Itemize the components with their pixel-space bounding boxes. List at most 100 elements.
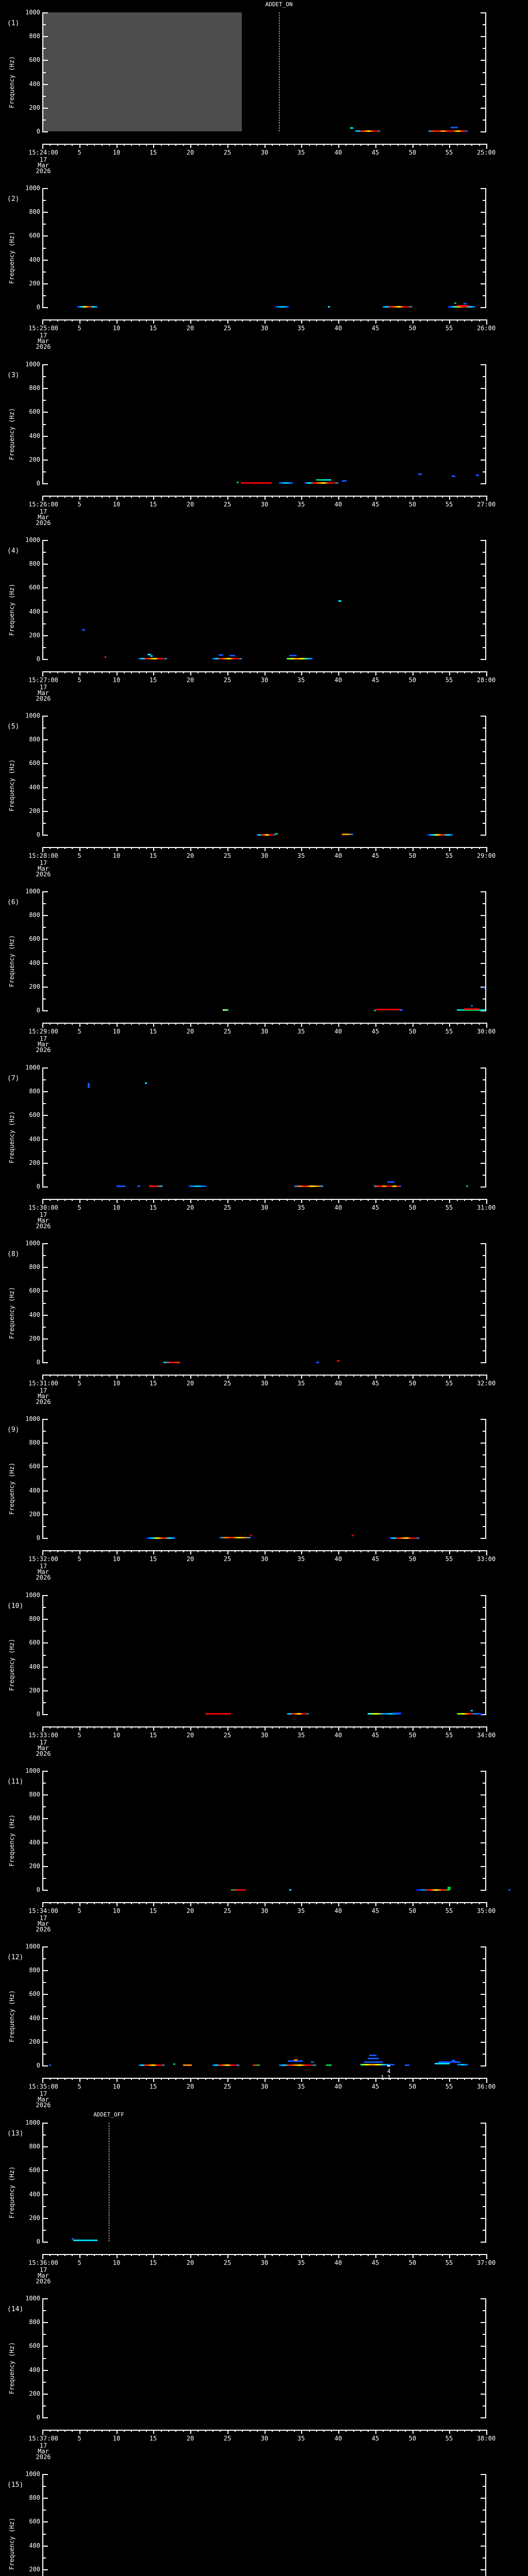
x-tick	[420, 1023, 421, 1025]
y-axis-left	[42, 364, 43, 484]
date-line: Mar	[38, 337, 49, 345]
x-tick-label: 45	[371, 1907, 380, 1914]
x-tick	[153, 1023, 154, 1027]
y-tick	[43, 727, 46, 728]
y-tick	[43, 2146, 48, 2147]
x-tick-label: 15	[149, 1380, 157, 1387]
x-tick	[345, 847, 346, 849]
x-tick	[265, 847, 266, 851]
x-tick	[353, 1023, 354, 1025]
x-start-label: 15:26:00	[28, 501, 58, 508]
x-tick	[323, 319, 324, 321]
y-tick	[43, 436, 48, 437]
y-tick	[483, 2358, 485, 2359]
x-tick	[94, 1375, 95, 1377]
x-tick	[442, 1550, 443, 1552]
signal-mark	[375, 1009, 401, 1010]
x-tick-label: 50	[408, 2435, 417, 2442]
x-tick	[227, 2254, 228, 2258]
y-tick	[483, 823, 485, 824]
date-line: 2026	[36, 519, 51, 527]
x-tick	[227, 1199, 228, 1203]
y-tick	[43, 12, 48, 13]
y-tick	[43, 1479, 46, 1480]
x-tick	[368, 2254, 369, 2256]
signal-mark	[82, 629, 85, 631]
x-tick-label: 20	[186, 149, 194, 156]
panel-index-label: (8)	[7, 1250, 20, 1258]
x-tick-label: 45	[371, 501, 380, 508]
y-tick	[483, 1526, 485, 1527]
y-tick	[481, 564, 485, 565]
x-tick	[353, 671, 354, 673]
x-tick	[412, 1199, 414, 1203]
y-tick-label: 200	[29, 104, 40, 111]
x-tick	[102, 1550, 103, 1552]
x-tick-label: 5	[77, 676, 81, 684]
x-tick	[87, 1902, 88, 1904]
x-tick	[42, 2254, 43, 2259]
y-tick	[483, 1151, 485, 1152]
x-tick	[360, 496, 361, 498]
x-tick	[124, 1902, 125, 1904]
y-tick	[43, 2310, 46, 2311]
x-tick-label: 20	[186, 2083, 194, 2090]
x-tick-label: 10	[112, 1204, 121, 1211]
signal-mark	[457, 1009, 485, 1011]
x-tick	[486, 1023, 487, 1028]
y-tick	[43, 2298, 48, 2299]
x-tick	[390, 2078, 391, 2080]
y-axis-left	[42, 2298, 43, 2418]
y-tick	[43, 2557, 46, 2558]
x-tick	[94, 1902, 95, 1904]
x-tick	[309, 144, 310, 146]
x-tick	[405, 671, 406, 673]
x-tick	[124, 1726, 125, 1728]
x-tick	[205, 1550, 206, 1552]
y-axis-right	[485, 540, 486, 660]
y-tick	[483, 2206, 485, 2207]
y-tick	[43, 60, 48, 61]
x-tick	[242, 2078, 243, 2080]
x-tick	[323, 1199, 324, 1201]
x-tick	[331, 144, 332, 146]
x-tick	[94, 671, 95, 673]
y-tick-label: 600	[29, 1639, 40, 1646]
x-tick	[360, 1199, 361, 1201]
date-line: 17	[39, 1563, 47, 1570]
x-tick	[272, 496, 273, 498]
y-tick	[43, 96, 46, 97]
x-tick	[117, 2430, 118, 2434]
x-tick	[146, 1902, 147, 1904]
x-tick	[435, 671, 436, 673]
x-tick	[316, 319, 317, 321]
date-line: Mar	[38, 2272, 49, 2279]
x-tick	[323, 847, 324, 849]
x-tick	[316, 847, 317, 849]
date-line: Mar	[38, 689, 49, 697]
x-tick	[272, 1375, 273, 1377]
signal-mark	[220, 1537, 251, 1538]
y-tick	[481, 835, 485, 836]
x-tick	[117, 1023, 118, 1027]
x-tick	[250, 1023, 251, 1025]
y-axis-left	[42, 2123, 43, 2243]
y-tick	[483, 1958, 485, 1959]
x-tick	[257, 2430, 258, 2432]
spectrogram-panel: (2) Frequency (Hz) 0 200 400 600 800 1000 15:25:…	[0, 176, 528, 351]
y-tick	[483, 799, 485, 800]
spectrogram-panel: ADDET_ON (1) Frequency (Hz) 0 200 400 600 800 10…	[0, 0, 528, 176]
x-tick-label: 55	[445, 1555, 453, 1563]
y-tick	[483, 1279, 485, 1280]
x-tick	[279, 1550, 280, 1552]
x-tick-label: 35	[297, 1732, 305, 1739]
x-tick	[117, 144, 118, 148]
x-tick	[338, 1199, 339, 1203]
x-tick-label: 45	[371, 1555, 380, 1563]
x-tick-label: 55	[445, 1028, 453, 1035]
signal-mark	[464, 303, 467, 304]
y-tick-label: 400	[29, 1663, 40, 1670]
x-tick-label: 50	[408, 2083, 417, 2090]
x-tick	[102, 1902, 103, 1904]
x-tick	[375, 847, 376, 851]
